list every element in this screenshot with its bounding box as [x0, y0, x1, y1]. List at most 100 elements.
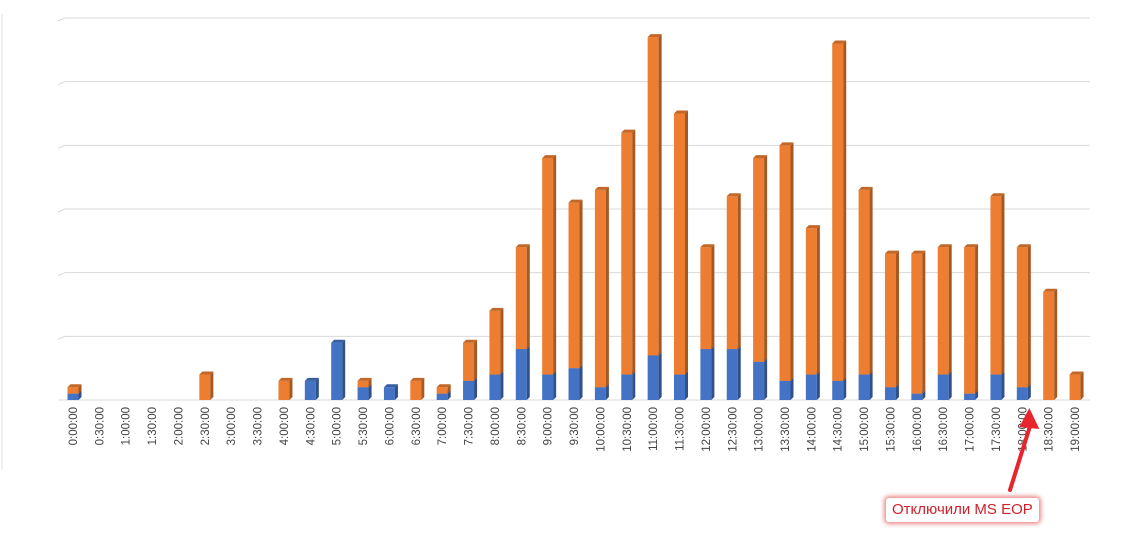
gridline: [57, 81, 1090, 86]
x-tick-label: 13:30:00: [780, 407, 792, 452]
bar-orange: [621, 129, 636, 375]
bar-blue: [568, 365, 583, 400]
bar-front: [911, 253, 923, 394]
bar-orange: [67, 384, 82, 394]
bar-blue: [463, 377, 478, 400]
bar-top: [199, 371, 214, 375]
gridline-depth: [57, 81, 66, 86]
x-tick-label: 10:00:00: [595, 407, 607, 452]
bar-top: [542, 155, 557, 159]
bar-top: [884, 250, 899, 254]
bar-blue: [542, 371, 557, 400]
bar-front: [594, 189, 606, 388]
bar-front: [779, 380, 791, 400]
x-tick-label: 12:30:00: [727, 407, 739, 452]
bar-front: [357, 387, 369, 400]
bar-top: [647, 34, 662, 38]
x-tick-label: 8:00:00: [490, 407, 502, 445]
bar-top: [436, 384, 451, 388]
bar-front: [489, 374, 501, 400]
bar-orange: [542, 155, 557, 375]
bar-blue: [753, 358, 768, 400]
x-tick-label: 10:30:00: [622, 407, 634, 452]
bar-blue: [990, 371, 1005, 400]
bar-blue: [304, 377, 319, 400]
bar-front: [410, 380, 422, 400]
annotation-callout: Отключили MS EOP: [886, 498, 1039, 522]
bar-blue: [779, 377, 794, 400]
gridline: [57, 17, 1090, 22]
bar-orange: [700, 244, 715, 350]
bar-side: [1027, 244, 1031, 388]
x-tick-label: 16:30:00: [938, 407, 950, 452]
bar-front: [199, 374, 211, 400]
bar-orange: [858, 186, 873, 375]
bar-side: [869, 186, 873, 375]
bar-orange: [489, 307, 504, 375]
x-tick-label: 3:30:00: [253, 407, 265, 445]
bar-side: [975, 390, 979, 400]
bar-front: [278, 380, 290, 400]
x-tick-label: 0:30:00: [94, 407, 106, 445]
bar-front: [515, 247, 527, 350]
bar-side: [1001, 193, 1005, 375]
x-tick-label: 15:00:00: [859, 407, 871, 452]
bar-front: [542, 374, 554, 400]
bar-side: [1027, 384, 1031, 400]
bar-side: [711, 346, 715, 400]
bar-front: [436, 393, 448, 400]
bar-orange: [990, 193, 1005, 375]
bar-side: [869, 371, 873, 400]
bar-orange: [1069, 371, 1084, 400]
bar-orange: [515, 244, 530, 350]
bar-front: [884, 253, 896, 388]
bar-side: [632, 371, 636, 400]
bar-side: [1054, 288, 1058, 400]
bar-front: [700, 247, 712, 350]
bar-side: [790, 142, 794, 381]
bar-front: [383, 387, 395, 400]
bar-side: [315, 377, 319, 400]
bar-top: [383, 384, 398, 388]
bar-front: [674, 113, 686, 375]
bar-top: [1069, 371, 1084, 375]
bar-front: [1043, 291, 1055, 400]
bar-front: [805, 374, 817, 400]
gridline-depth: [57, 335, 66, 340]
x-tick-label: 19:00:00: [1070, 407, 1082, 452]
bar-top: [911, 250, 926, 254]
bar-side: [447, 384, 451, 394]
bar-front: [832, 43, 844, 381]
bar-blue: [383, 384, 398, 400]
bar-side: [553, 371, 557, 400]
bar-orange: [1016, 244, 1031, 388]
bar-side: [632, 129, 636, 375]
bar-side: [922, 250, 926, 394]
bar-side: [368, 377, 372, 388]
x-tick-label: 4:00:00: [279, 407, 291, 445]
bar-side: [948, 244, 952, 375]
bar-side: [342, 339, 346, 400]
x-tick-label: 9:00:00: [543, 407, 555, 445]
bar-side: [78, 384, 82, 394]
bar-side: [737, 193, 741, 350]
bar-front: [647, 37, 659, 356]
x-tick-label: 6:30:00: [411, 407, 423, 445]
x-tick-label: 2:30:00: [200, 407, 212, 445]
bar-orange: [436, 384, 451, 394]
arrow-head: [1019, 408, 1040, 429]
bar-front: [542, 158, 554, 375]
bar-front: [463, 380, 475, 400]
bar-side: [816, 371, 820, 400]
bar-front: [858, 374, 870, 400]
bar-front: [1069, 374, 1081, 400]
bar-orange: [199, 371, 214, 400]
gridline-depth: [57, 144, 66, 149]
bar-front: [357, 380, 369, 388]
bar-side: [447, 390, 451, 400]
bar-front: [990, 374, 1002, 400]
bar-top: [964, 244, 979, 248]
x-tick-labels: 0:00:00 0:30:00 1:00:00 1:30:00 2:00:00 2:30:…: [68, 407, 1082, 452]
bar-side: [658, 34, 662, 356]
bar-side: [526, 346, 530, 400]
